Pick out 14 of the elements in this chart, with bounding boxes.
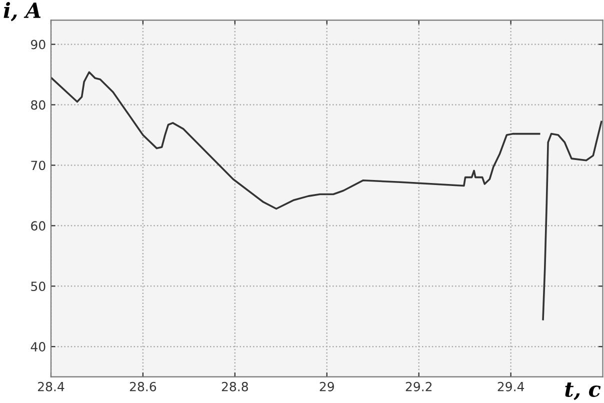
x-tick-label: 29 xyxy=(320,382,334,392)
y-tick-label: 50 xyxy=(31,282,46,292)
y-tick-label: 70 xyxy=(31,160,46,170)
y-axis-title: i, A xyxy=(4,2,41,22)
y-tick-label: 40 xyxy=(30,342,46,352)
x-tick-label: 28.8 xyxy=(222,382,248,392)
y-tick-label: 90 xyxy=(30,40,46,50)
x-axis-title: t, c xyxy=(565,382,601,400)
y-tick-label: 80 xyxy=(31,100,46,110)
x-tick-label: 29.4 xyxy=(498,382,524,392)
x-tick-label: 29.2 xyxy=(406,382,432,392)
y-tick-label: 60 xyxy=(31,221,46,231)
x-tick-label: 28.4 xyxy=(38,382,64,392)
x-tick-label: 28.6 xyxy=(130,382,156,392)
